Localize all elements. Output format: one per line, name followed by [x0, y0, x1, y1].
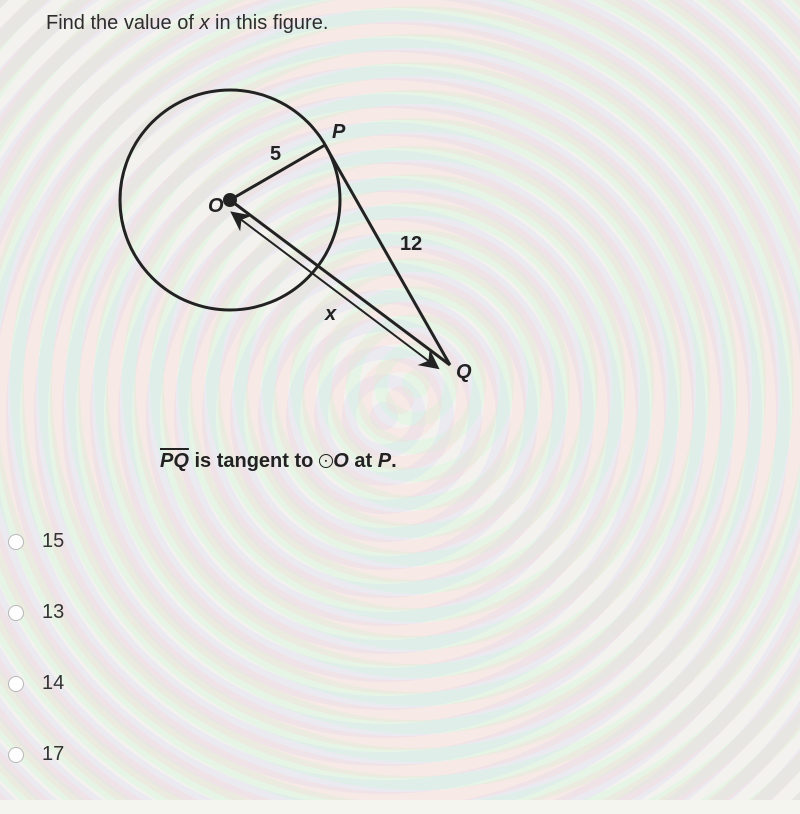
radio-icon[interactable] — [8, 676, 24, 692]
radio-icon[interactable] — [8, 534, 24, 550]
option-row[interactable]: 13 — [8, 601, 64, 624]
caption-at: at — [349, 450, 378, 472]
label-q: Q — [456, 361, 472, 383]
segment-pq — [325, 145, 450, 365]
caption-o: O — [333, 450, 349, 472]
question-suffix: in this figure. — [209, 12, 328, 34]
question-prefix: Find the value of — [46, 12, 199, 34]
option-row[interactable]: 17 — [8, 743, 64, 766]
question-var: x — [199, 12, 209, 34]
radio-icon[interactable] — [8, 747, 24, 763]
label-x: x — [324, 303, 337, 325]
figure-svg: P O Q 5 12 x — [100, 60, 520, 420]
center-dot — [223, 193, 237, 207]
option-label: 13 — [42, 601, 64, 624]
label-5: 5 — [270, 143, 281, 165]
question-text: Find the value of x in this figure. — [46, 12, 328, 35]
radio-icon[interactable] — [8, 605, 24, 621]
segment-oq — [230, 200, 450, 365]
label-p: P — [332, 121, 346, 143]
option-label: 15 — [42, 530, 64, 553]
caption-pq: PQ — [160, 450, 189, 472]
label-12: 12 — [400, 233, 422, 255]
circle-symbol-icon — [319, 454, 333, 468]
geometry-figure: P O Q 5 12 x — [100, 60, 520, 420]
option-row[interactable]: 15 — [8, 530, 64, 553]
label-o: O — [208, 195, 224, 217]
option-label: 17 — [42, 743, 64, 766]
caption-mid: is tangent to — [189, 450, 319, 472]
figure-caption: PQ is tangent to O at P. — [160, 450, 397, 473]
option-label: 14 — [42, 672, 64, 695]
option-row[interactable]: 14 — [8, 672, 64, 695]
caption-period: . — [391, 450, 397, 472]
answer-options: 15 13 14 17 — [8, 530, 64, 814]
caption-p: P — [378, 450, 391, 472]
